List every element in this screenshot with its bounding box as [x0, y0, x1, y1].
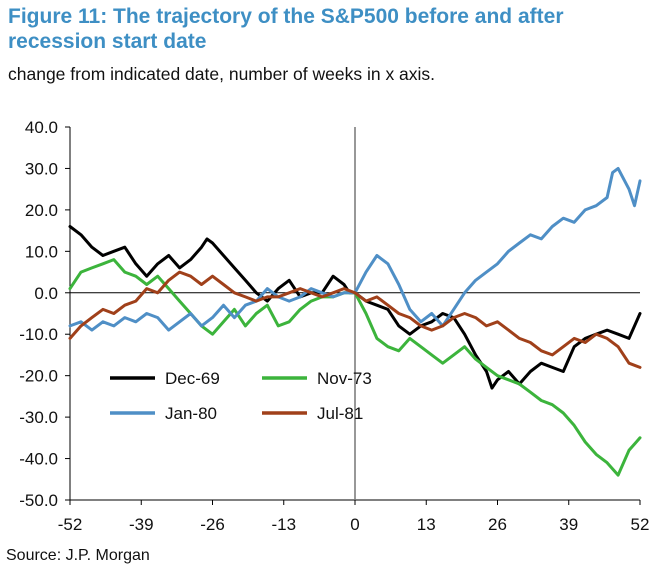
series-line-jan-80 — [68, 166, 642, 332]
x-tick-label: -13 — [271, 515, 296, 534]
y-tick-label: 30.0 — [25, 159, 58, 178]
x-tick-label: -52 — [58, 515, 83, 534]
y-tick-label: -50.0 — [19, 491, 58, 510]
source-note: Source: J.P. Morgan — [6, 547, 150, 564]
legend-label-nov-73: Nov-73 — [317, 369, 372, 388]
legend-label-jul-81: Jul-81 — [317, 404, 363, 423]
chart-title: Figure 11: The trajectory of the S&P500 … — [8, 5, 564, 53]
y-tick-label: -40.0 — [19, 450, 58, 469]
x-tick-label: 52 — [631, 515, 650, 534]
legend: Dec-69 Nov-73 Jan-80 Jul-81 — [110, 369, 372, 423]
y-tick-label: -30.0 — [19, 408, 58, 427]
y-tick-label: -20.0 — [19, 367, 58, 386]
x-tick-label: 39 — [559, 515, 578, 534]
series-lines — [68, 166, 642, 477]
y-tick-label: -10.0 — [19, 325, 58, 344]
legend-label-dec-69: Dec-69 — [165, 369, 220, 388]
chart-subtitle: change from indicated date, number of we… — [8, 64, 436, 84]
legend-label-jan-80: Jan-80 — [165, 404, 217, 423]
y-tick-label: 0.0 — [34, 284, 58, 303]
series-line-jul-81 — [68, 270, 642, 369]
x-tick-label: -26 — [200, 515, 225, 534]
y-tick-label: 10.0 — [25, 242, 58, 261]
x-tick-label: 26 — [488, 515, 507, 534]
y-tick-label: 40.0 — [25, 118, 58, 137]
x-tick-label: 13 — [417, 515, 436, 534]
x-tick-label: 0 — [350, 515, 359, 534]
axes: 40.0 30.0 20.0 10.0 0.0 -10.0 -20.0 -30.0 -40.0 -… — [19, 118, 649, 534]
y-tick-label: 20.0 — [25, 201, 58, 220]
x-tick-label: -39 — [129, 515, 154, 534]
